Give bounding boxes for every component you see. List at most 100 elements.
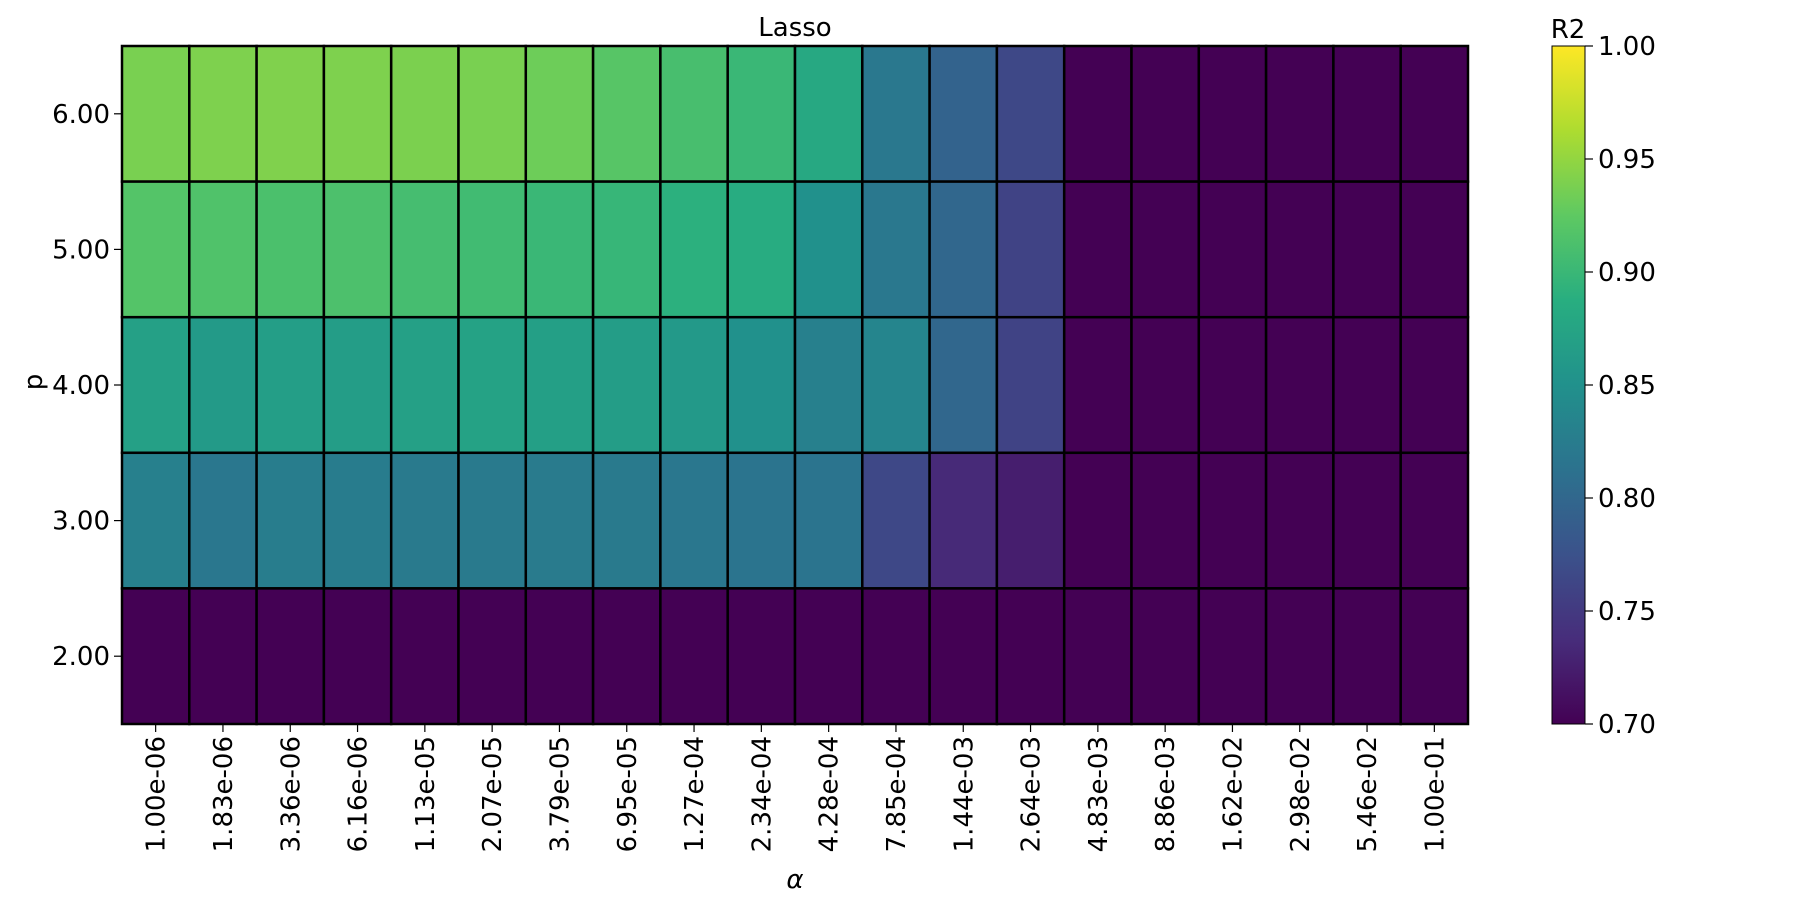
colorbar-tick-label: 0.80: [1598, 484, 1656, 514]
heatmap-cell: [1332, 315, 1402, 455]
heatmap-cell: [1264, 180, 1335, 319]
heatmap-cell: [995, 451, 1066, 590]
heatmap-cell: [322, 180, 393, 319]
heatmap-cell: [1264, 451, 1335, 590]
heatmap-cell: [659, 451, 729, 590]
heatmap-cell: [726, 451, 797, 590]
x-tick-label: 1.83e-06: [209, 736, 239, 852]
heatmap-cell: [389, 180, 460, 319]
x-tick-label: 2.64e-03: [1017, 736, 1047, 852]
y-tick-label: 5.00: [52, 235, 110, 265]
heatmap-cell: [524, 315, 595, 455]
heatmap-cell: [1332, 587, 1402, 726]
heatmap-cell: [861, 451, 931, 590]
heatmap-cell: [793, 44, 864, 183]
heatmap-cell: [861, 587, 931, 726]
heatmap-cell: [726, 44, 797, 183]
x-tick-label: 3.79e-05: [545, 736, 575, 852]
heatmap-cell: [1062, 44, 1133, 183]
heatmap-cell: [1399, 180, 1470, 319]
x-tick-label: 8.86e-03: [1151, 736, 1181, 852]
heatmap-cell: [322, 315, 393, 455]
heatmap-cell: [120, 315, 191, 455]
chart-title: Lasso: [758, 13, 831, 43]
colorbar-tick-label: 1.00: [1598, 32, 1656, 62]
x-tick-label: 1.13e-05: [411, 736, 441, 852]
heatmap-cell: [1197, 44, 1268, 183]
heatmap-cell: [861, 315, 931, 455]
colorbar-tick-label: 0.95: [1598, 145, 1656, 175]
heatmap-cell: [928, 587, 999, 726]
x-tick-label: 2.34e-04: [747, 736, 777, 852]
heatmap-cell: [188, 315, 258, 455]
heatmap-cell: [591, 44, 662, 183]
heatmap-cell: [389, 315, 460, 455]
x-tick-label: 6.95e-05: [613, 736, 643, 852]
heatmap-cell: [457, 180, 528, 319]
heatmap-cell: [1197, 315, 1268, 455]
heatmap-cell: [861, 180, 931, 319]
colorbar-label: R2: [1551, 15, 1586, 45]
x-tick-label: 7.85e-04: [882, 736, 912, 852]
heatmap-cell: [1264, 315, 1335, 455]
heatmap-cell: [928, 451, 999, 590]
heatmap-cell: [1062, 587, 1133, 726]
colorbar-tick-label: 0.85: [1598, 371, 1656, 401]
x-axis-label: α: [786, 865, 803, 895]
colorbar-ticks: 0.70 0.75 0.80 0.85 0.90 0.95 1.00: [1585, 32, 1656, 740]
heatmap-cell: [1399, 587, 1470, 726]
heatmap-cell: [457, 315, 528, 455]
heatmap-cell: [726, 315, 797, 455]
heatmap-cell: [1197, 451, 1268, 590]
heatmap-cell: [1264, 587, 1335, 726]
heatmap-cell: [995, 180, 1066, 319]
heatmap-cell: [389, 587, 460, 726]
colorbar-tick-label: 0.75: [1598, 597, 1656, 627]
x-tick-label: 1.62e-02: [1218, 736, 1248, 852]
heatmap-cell: [457, 451, 528, 590]
heatmap-cell: [524, 451, 595, 590]
heatmap-cell: [255, 587, 326, 726]
heatmap-cell: [255, 44, 326, 183]
heatmap-cell: [1062, 451, 1133, 590]
heatmap-cell: [255, 180, 326, 319]
heatmap-cell: [1399, 315, 1470, 455]
heatmap-cell: [188, 180, 258, 319]
heatmap-cell: [1197, 180, 1268, 319]
heatmap-cell: [1062, 180, 1133, 319]
heatmap-cell: [726, 587, 797, 726]
heatmap-cell: [1130, 451, 1201, 590]
y-axis-label: p: [19, 374, 49, 391]
heatmap-cell: [1197, 587, 1268, 726]
heatmap-cells: [120, 44, 1470, 726]
heatmap-cell: [1264, 44, 1335, 183]
heatmap-cell: [322, 44, 393, 183]
heatmap-cell: [1332, 180, 1402, 319]
heatmap-cell: [995, 44, 1066, 183]
x-tick-label: 2.98e-02: [1286, 736, 1316, 852]
heatmap-cell: [524, 44, 595, 183]
colorbar: [1551, 45, 1586, 725]
heatmap-cell: [928, 180, 999, 319]
y-tick-label: 6.00: [52, 100, 110, 130]
x-tick-label: 1.44e-03: [949, 736, 979, 852]
heatmap-cell: [389, 451, 460, 590]
heatmap-cell: [591, 180, 662, 319]
x-tick-label: 5.46e-02: [1353, 736, 1383, 852]
colorbar-tick-label: 0.90: [1598, 258, 1656, 288]
heatmap-cell: [591, 587, 662, 726]
heatmap-cell: [1332, 451, 1402, 590]
heatmap-cell: [1062, 315, 1133, 455]
heatmap-cell: [1399, 44, 1470, 183]
heatmap-cell: [188, 44, 258, 183]
heatmap-cell: [120, 451, 191, 590]
heatmap-cell: [928, 315, 999, 455]
heatmap-cell: [659, 44, 729, 183]
heatmap-cell: [793, 451, 864, 590]
heatmap-cell: [793, 180, 864, 319]
heatmap-cell: [1332, 44, 1402, 183]
heatmap-cell: [1130, 44, 1201, 183]
heatmap-cell: [120, 44, 191, 183]
heatmap-cell: [322, 587, 393, 726]
